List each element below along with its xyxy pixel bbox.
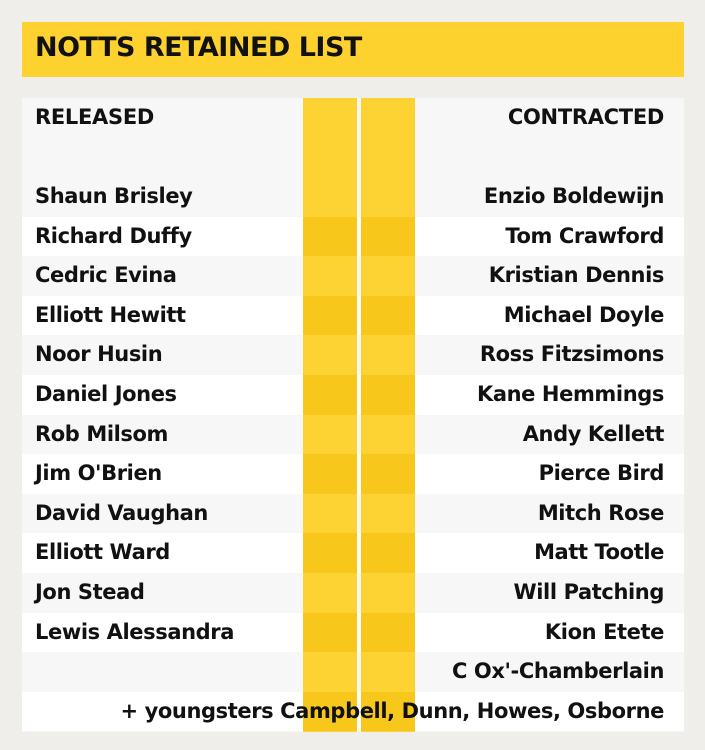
- contracted-player: Kristian Dennis: [488, 263, 665, 288]
- contracted-player: Will Patching: [513, 579, 665, 604]
- page-title: NOTTS RETAINED LIST: [35, 32, 362, 63]
- released-player: Elliott Hewitt: [35, 302, 186, 327]
- table-row: Elliott Ward Matt Tootle: [22, 533, 684, 573]
- contracted-player: Tom Crawford: [505, 223, 664, 248]
- released-player: Shaun Brisley: [35, 184, 193, 208]
- table-row: Rob Milsom Andy Kellett: [22, 414, 684, 455]
- youngsters-note: + youngsters Campbell, Dunn, Howes, Osbo…: [120, 698, 664, 723]
- contracted-header: CONTRACTED: [507, 105, 664, 129]
- contracted-player: Andy Kellett: [522, 421, 665, 446]
- released-player: David Vaughan: [35, 500, 208, 525]
- released-header: RELEASED: [35, 105, 154, 129]
- released-player: Noor Husin: [35, 342, 163, 367]
- contracted-player: Kane Hemmings: [476, 381, 664, 406]
- table-row: Jim O'Brien Pierce Bird: [22, 454, 684, 494]
- table-row: Lewis Alessandra Kion Etete: [22, 612, 684, 653]
- table-row: Elliott Hewitt Michael Doyle: [22, 295, 684, 336]
- released-player: Jon Stead: [35, 579, 145, 604]
- released-player: Rob Milsom: [35, 421, 169, 446]
- contracted-player: C Ox'-Chamberlain: [451, 659, 664, 684]
- table-row: David Vaughan Mitch Rose: [22, 493, 684, 534]
- retained-list-table: RELEASED CONTRACTED Shaun Brisley Enzio B…: [22, 98, 684, 732]
- contracted-player: Ross Fitzsimons: [479, 342, 665, 367]
- contracted-player: Michael Doyle: [503, 302, 665, 327]
- contracted-player: Enzio Boldewijn: [483, 184, 665, 208]
- table-row: Daniel Jones Kane Hemmings: [22, 374, 684, 415]
- contracted-player: Pierce Bird: [538, 461, 665, 486]
- table-row: C Ox'-Chamberlain: [22, 652, 684, 692]
- released-player: Cedric Evina: [35, 263, 177, 288]
- contracted-player: Kion Etete: [544, 619, 664, 644]
- table-row: + youngsters Campbell, Dunn, Howes, Osbo…: [22, 691, 684, 732]
- table-row: Jon Stead Will Patching: [22, 572, 684, 613]
- table-row: Richard Duffy Tom Crawford: [22, 216, 684, 257]
- table-row: Noor Husin Ross Fitzsimons: [22, 335, 684, 375]
- released-player: Richard Duffy: [35, 223, 192, 248]
- released-player: Lewis Alessandra: [35, 619, 235, 644]
- contracted-player: Matt Tootle: [534, 540, 664, 565]
- table-row: Cedric Evina Kristian Dennis: [22, 256, 684, 296]
- table-row: Shaun Brisley Enzio Boldewijn: [22, 177, 684, 217]
- table-body: Shaun Brisley Enzio Boldewijn Richard Duff…: [22, 177, 684, 732]
- contracted-player: Mitch Rose: [537, 500, 665, 525]
- title-banner: NOTTS RETAINED LIST: [22, 22, 684, 77]
- released-player: Daniel Jones: [35, 381, 177, 406]
- released-player: Elliott Ward: [35, 540, 170, 565]
- released-player: Jim O'Brien: [35, 461, 162, 486]
